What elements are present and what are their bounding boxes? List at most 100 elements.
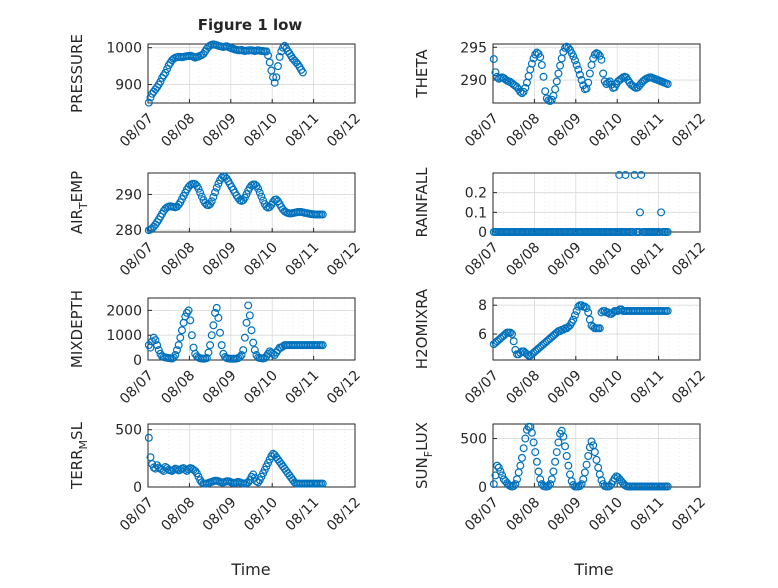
y-tick-label: 290 [115, 187, 142, 203]
data-point [516, 87, 525, 96]
y-axis-label: PRESSURE [68, 34, 86, 113]
data-point [509, 337, 518, 346]
data-point [572, 60, 581, 69]
x-tick-label: 08/12 [324, 240, 364, 280]
data-point [211, 188, 220, 197]
data-point [537, 60, 546, 69]
subplot-7: 0 500 08/07 08/08 08/09 08/10 08/11 08/12 TERRMS… [68, 421, 364, 534]
x-tick-label: 08/08 [158, 368, 198, 408]
data-point [657, 208, 666, 217]
y-axis-label-subscript: T [77, 202, 90, 210]
data-point [506, 328, 515, 337]
data-point [318, 210, 327, 219]
data-point [176, 333, 185, 342]
data-point [621, 170, 630, 179]
data-point [247, 181, 256, 190]
data-point [585, 69, 594, 78]
x-tick-label: 08/11 [628, 240, 668, 280]
data-point [217, 341, 226, 350]
y-axis-label-part: EMP [68, 171, 86, 202]
y-tick-label: 500 [460, 432, 487, 448]
y-axis-label-part: THETA [413, 49, 431, 99]
x-tick-label: 08/08 [158, 111, 198, 151]
data-point [521, 434, 530, 443]
subplot-6: 6 8 08/07 08/08 08/09 08/10 08/11 08/12 H2OMIXRA [413, 288, 709, 407]
y-axis-label-part: MIXDEPTH [68, 290, 86, 368]
data-point [595, 51, 604, 60]
data-point [575, 482, 584, 491]
data-point [590, 50, 599, 59]
data-point [206, 341, 215, 350]
x-tick-label: 08/12 [669, 111, 709, 151]
x-tick-label: 08/10 [241, 495, 281, 535]
axes-box [147, 172, 356, 233]
data-point [237, 351, 246, 360]
data-point [577, 76, 586, 85]
data-point [546, 480, 555, 489]
data-point [508, 330, 517, 339]
subplot-2: 290 295 08/07 08/08 08/09 08/10 08/11 08/12 THET… [413, 40, 709, 150]
data-point [244, 301, 253, 310]
y-axis-label: THETA [413, 49, 431, 99]
x-tick-label: 08/09 [545, 368, 585, 408]
data-point [181, 312, 190, 321]
y-tick-label: 1000 [106, 328, 142, 344]
data-point [171, 351, 180, 360]
data-point [209, 321, 218, 330]
data-point [529, 438, 538, 447]
x-tick-label: 08/10 [586, 111, 626, 151]
x-tick-label: 08/10 [586, 368, 626, 408]
x-tick-label: 08/11 [283, 240, 323, 280]
data-point [595, 470, 604, 479]
x-tick-label: 08/08 [503, 368, 543, 408]
x-tick-label: 08/12 [324, 495, 364, 535]
data-point [186, 316, 195, 325]
data-point [273, 62, 282, 71]
data-point [584, 308, 593, 317]
data-point [564, 461, 573, 470]
y-axis-label: SUNFLUX [413, 422, 435, 489]
y-tick-label: 0.2 [465, 186, 487, 202]
y-tick-label: 0.1 [465, 205, 487, 221]
data-point [610, 474, 619, 483]
data-point [590, 448, 599, 457]
y-tick-label: 0 [133, 480, 142, 496]
y-axis-label-subscript: F [422, 451, 435, 457]
data-point [547, 95, 556, 104]
data-point [570, 56, 579, 65]
data-point [635, 208, 644, 217]
data-point [204, 348, 213, 357]
data-point [531, 448, 540, 457]
y-tick-label: 0 [478, 225, 487, 241]
y-axis-label-part: SUN [413, 457, 431, 489]
data-point [582, 460, 591, 469]
x-tick-label: 08/08 [503, 495, 543, 535]
data-point [235, 353, 244, 362]
data-point [554, 438, 563, 447]
data-point [527, 428, 536, 437]
data-point [527, 59, 536, 68]
data-point [595, 324, 604, 333]
data-point [265, 58, 274, 67]
axes-box [492, 43, 701, 104]
data-point [539, 72, 548, 81]
data-point [247, 472, 256, 481]
data-point [187, 331, 196, 340]
data-point [247, 326, 256, 335]
data-point [556, 61, 565, 70]
data-point [663, 306, 672, 315]
data-point [153, 341, 162, 350]
x-tick-label: 08/12 [324, 111, 364, 151]
x-tick-label: 08/10 [241, 368, 281, 408]
data-point [562, 451, 571, 460]
data-point [191, 466, 200, 475]
x-tick-label: 08/09 [200, 240, 240, 280]
data-point [516, 461, 525, 470]
data-point [184, 306, 193, 315]
y-tick-label: 280 [115, 223, 142, 239]
data-point [196, 188, 205, 197]
subplot-8: 0 500 08/07 08/08 08/09 08/10 08/11 08/12 SUNFLU… [413, 422, 709, 534]
data-point [177, 326, 186, 335]
data-point [216, 328, 225, 337]
